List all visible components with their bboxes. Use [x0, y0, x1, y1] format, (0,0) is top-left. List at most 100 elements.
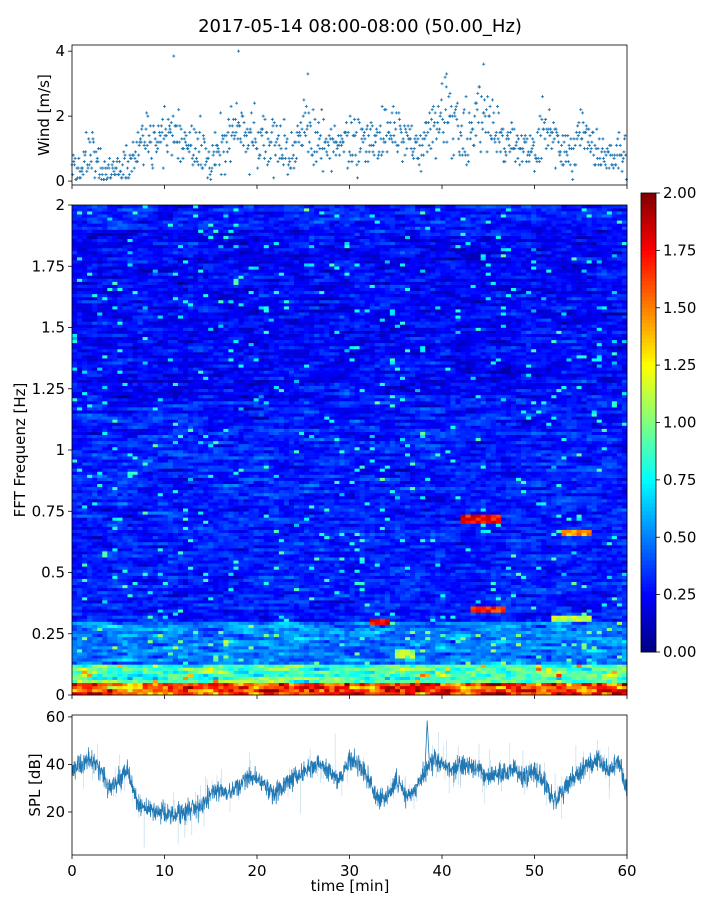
spectrogram-cell	[399, 688, 406, 693]
spectrogram-cell	[167, 658, 174, 662]
spectrogram-cell	[470, 642, 477, 647]
spectrogram-cell	[183, 627, 189, 631]
spectrogram-cell	[435, 621, 441, 625]
spectrogram-cell	[465, 581, 471, 586]
spectrogram-cell	[616, 627, 623, 631]
spectrogram-cell	[87, 612, 93, 616]
spectrogram-cell	[299, 627, 305, 631]
wind-point	[221, 137, 225, 141]
spectrogram-cell	[253, 658, 260, 662]
spectrogram-cell	[142, 661, 149, 665]
spectrogram-cell	[425, 581, 431, 586]
wind-point	[300, 127, 304, 131]
spectrogram-cell	[556, 584, 562, 589]
wind-point	[444, 85, 448, 89]
spectrogram-cell	[183, 679, 189, 684]
spectrogram-cell	[339, 685, 345, 690]
spectrogram-cell	[536, 584, 542, 589]
spectrogram-cell	[238, 581, 244, 586]
spectrogram-cell	[561, 691, 567, 696]
spectrogram-cell	[581, 609, 588, 613]
spectrogram-cell	[193, 633, 199, 638]
spectrogram-cell	[268, 661, 275, 665]
spectrogram-cell	[591, 642, 598, 647]
spectrogram-cell	[510, 584, 517, 589]
spectrogram-cell	[616, 633, 623, 638]
spectrogram-cell	[430, 636, 436, 641]
spectrogram-cell	[82, 670, 88, 674]
spectrogram-cell	[132, 652, 138, 656]
spectrogram-cell	[167, 685, 174, 690]
spectrogram-cell	[299, 652, 305, 656]
spectrogram-cell	[82, 627, 88, 631]
spectrogram-cell	[410, 600, 416, 604]
spectrogram-cell	[278, 646, 285, 650]
spectrogram-cell	[319, 649, 325, 653]
spectrogram-cell	[248, 581, 255, 586]
spectrogram-cell	[309, 606, 315, 610]
wind-point	[283, 156, 287, 160]
spectrogram-cell	[465, 676, 471, 680]
spectrogram-cell	[415, 642, 421, 647]
spectrogram-cell	[72, 603, 78, 607]
spectrogram-cell	[107, 679, 113, 684]
spectrogram-cell	[450, 649, 456, 653]
spectrogram-cell	[601, 649, 608, 653]
wind-point	[179, 160, 183, 164]
spectrogram-cell	[248, 670, 255, 674]
wind-point	[611, 166, 615, 170]
spectrogram-cell	[97, 636, 103, 641]
spectrogram-cell	[566, 621, 572, 625]
spectrogram-cell	[283, 621, 290, 625]
spectrogram-cell	[218, 646, 224, 650]
spectrogram-cell	[288, 615, 295, 619]
spectrogram-cell	[72, 658, 78, 662]
spectrogram-cell	[253, 584, 260, 589]
spectrogram-cell	[516, 664, 522, 668]
wind-point	[558, 153, 562, 157]
wind-point	[556, 134, 560, 138]
wind-point	[198, 114, 202, 118]
spectrogram-cell	[611, 606, 618, 610]
spectrogram-cell	[510, 679, 517, 684]
spectrogram-cell	[92, 679, 98, 684]
spectrogram-cell	[258, 658, 265, 662]
spectrogram-cell	[374, 688, 381, 693]
spectrogram-cell	[616, 642, 623, 647]
spectrogram-cell	[591, 612, 598, 616]
spectrogram-cell	[132, 612, 138, 616]
wind-point	[304, 104, 308, 108]
spectrogram-cell	[384, 691, 391, 696]
spectrogram-cell	[394, 642, 401, 647]
spectrogram-cell	[475, 691, 482, 696]
spectrogram-cell	[213, 649, 219, 653]
wind-point	[280, 153, 284, 157]
spectrogram-cell	[162, 615, 169, 619]
spectrogram-cell	[394, 612, 401, 616]
wind-point	[406, 124, 410, 128]
spectrogram-cell	[394, 603, 401, 607]
spectrogram-cell	[172, 661, 179, 665]
spectrogram-cell	[531, 664, 537, 668]
spectrogram-cell	[450, 593, 456, 598]
wind-point	[83, 153, 87, 157]
spectrogram-cell	[420, 679, 426, 684]
spectrogram-cell	[339, 600, 345, 604]
spectrogram-cell	[556, 606, 562, 610]
spectrogram-cell	[349, 682, 355, 687]
spectrogram-cell	[112, 615, 118, 619]
spectrogram-cell	[480, 679, 487, 684]
spectrogram-cell	[369, 639, 376, 644]
spectrogram-cell	[319, 624, 325, 628]
spectrogram-cell	[203, 639, 209, 644]
wind-point	[140, 124, 144, 128]
spectrogram-cell	[480, 642, 487, 647]
spectrogram-cell	[117, 667, 123, 671]
spectrogram-cell	[586, 600, 593, 604]
wind-point	[222, 150, 226, 154]
wind-point	[443, 75, 447, 79]
spectrogram-cell	[480, 639, 487, 644]
spectrogram-cell	[319, 679, 325, 684]
spectrogram-cell	[374, 581, 381, 586]
spectrogram-cell	[228, 682, 234, 687]
